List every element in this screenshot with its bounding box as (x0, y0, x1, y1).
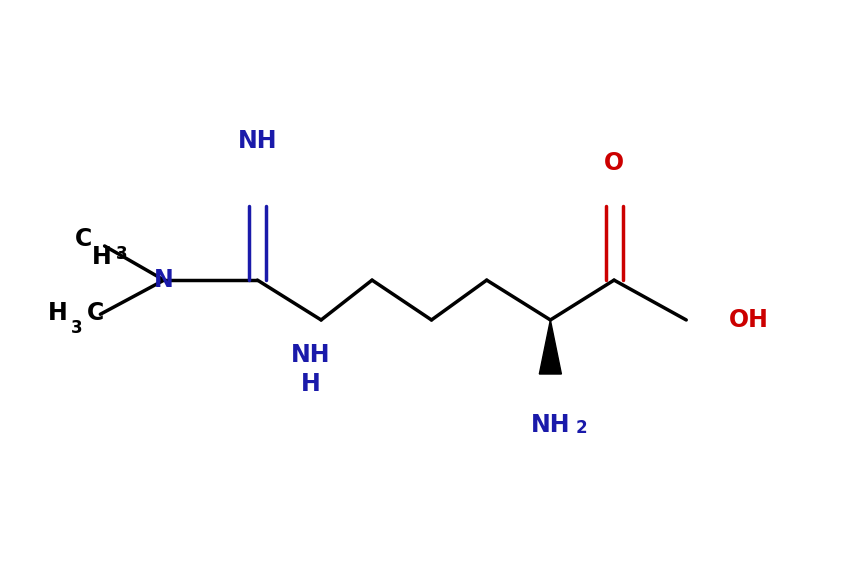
Text: C: C (74, 227, 91, 251)
Text: NH: NH (291, 343, 331, 367)
Text: H: H (91, 245, 111, 269)
Text: OH: OH (728, 308, 769, 332)
Polygon shape (539, 320, 562, 374)
Text: H: H (301, 372, 321, 396)
Text: 2: 2 (576, 419, 588, 437)
Text: C: C (87, 301, 104, 325)
Text: N: N (154, 268, 174, 292)
Text: 3: 3 (71, 319, 82, 337)
Text: NH: NH (237, 129, 277, 153)
Text: O: O (604, 152, 624, 175)
Text: H: H (48, 301, 68, 325)
Text: 3: 3 (116, 245, 127, 263)
Text: NH: NH (531, 413, 570, 437)
